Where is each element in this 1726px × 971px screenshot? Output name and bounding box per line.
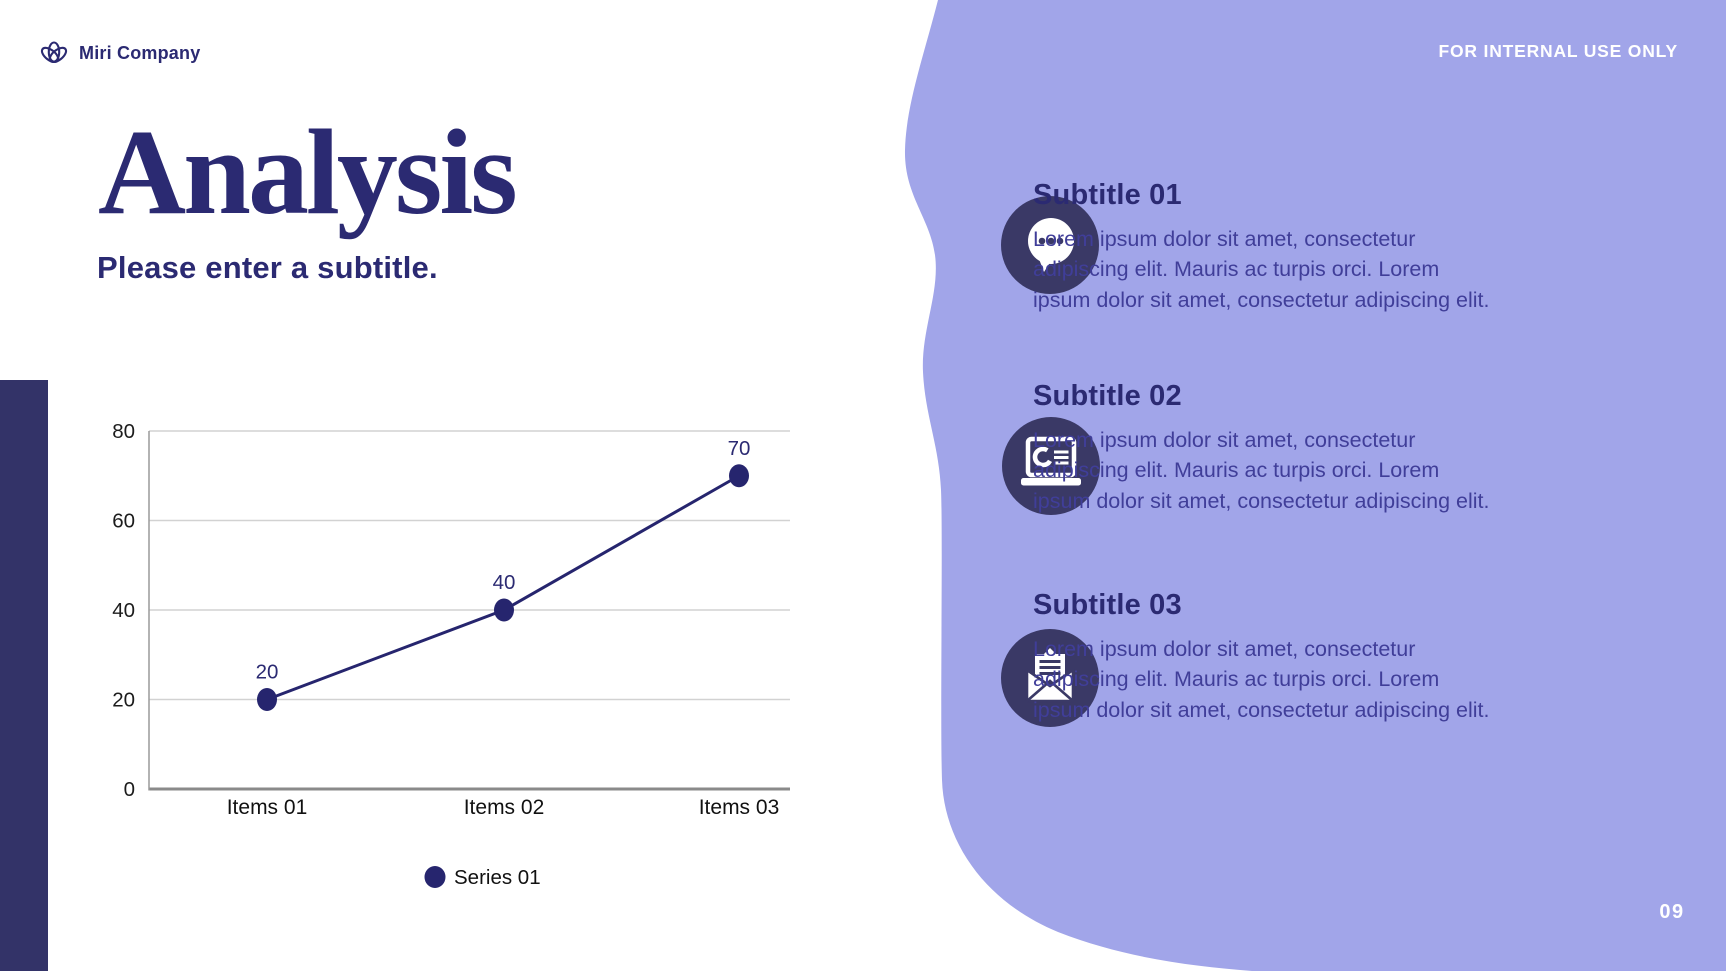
data-point [729, 464, 749, 488]
x-category-label: Items 01 [227, 796, 308, 819]
y-tick-label: 0 [124, 778, 135, 801]
flower-logo-icon [38, 36, 70, 70]
x-category-label: Items 02 [464, 796, 545, 819]
left-accent-bar [0, 380, 48, 971]
chat-bubble-icon [1001, 196, 1099, 294]
line-chart-svg: 0 20 40 60 80 20 40 70 Items 01 Items 02 Items 03 S… [112, 420, 790, 889]
data-label: 20 [256, 661, 279, 684]
company-name: Miri Company [79, 42, 201, 63]
feature-heading: Subtitle 01 [1033, 179, 1182, 211]
line-chart: 0 20 40 60 80 20 40 70 Items 01 Items 02 Items 03 S… [90, 370, 800, 890]
legend-label: Series 01 [454, 866, 541, 889]
y-tick-label: 60 [112, 510, 135, 533]
data-point [494, 598, 514, 622]
x-category-label: Items 03 [699, 796, 780, 819]
feature-heading: Subtitle 03 [1033, 589, 1182, 621]
feature-body: Lorem ipsum dolor sit amet, consectetur … [1033, 428, 1490, 513]
laptop-analytics-icon [1002, 417, 1100, 515]
feature-body: Lorem ipsum dolor sit amet, consectetur … [1033, 637, 1490, 722]
open-envelope-icon [1001, 629, 1099, 727]
y-tick-label: 20 [112, 689, 135, 712]
y-tick-label: 40 [112, 599, 135, 622]
data-point [257, 688, 277, 711]
page-subtitle: Please enter a subtitle. [97, 250, 438, 285]
data-label: 70 [728, 437, 751, 460]
page-number: 09 [1659, 901, 1685, 923]
y-tick-label: 80 [112, 420, 135, 443]
confidentiality-label: FOR INTERNAL USE ONLY [1438, 41, 1678, 61]
page-title: Analysis [98, 105, 518, 240]
company-logo: Miri Company [38, 36, 200, 70]
feature-body: Lorem ipsum dolor sit amet, consectetur … [1033, 227, 1490, 312]
legend-dot [424, 866, 446, 888]
data-label: 40 [493, 571, 516, 594]
feature-heading: Subtitle 02 [1033, 380, 1182, 412]
